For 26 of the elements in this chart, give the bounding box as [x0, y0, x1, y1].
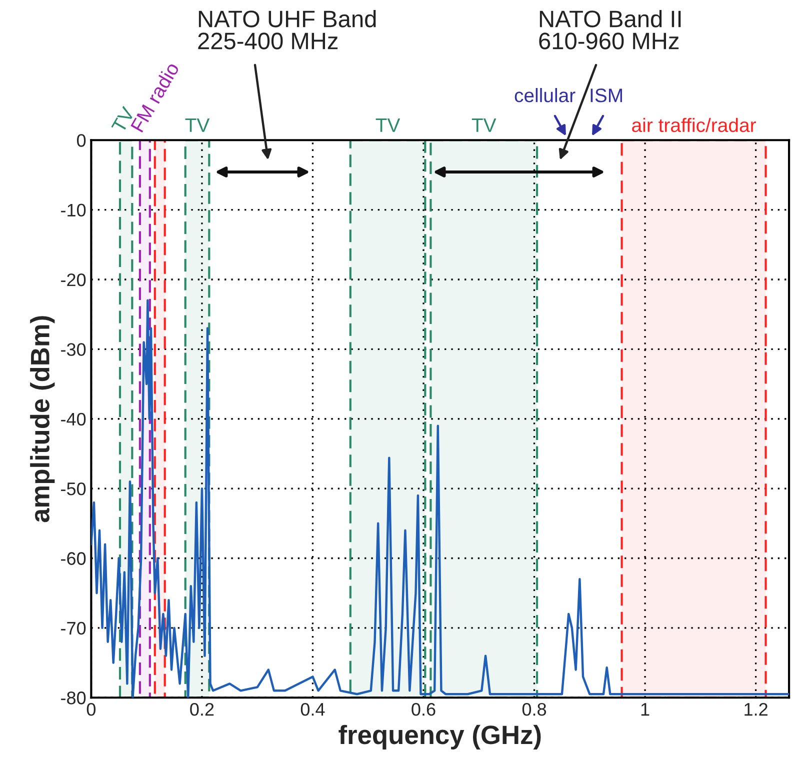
x-tick-label: 1 [641, 703, 650, 716]
y-tick-label: -60 [61, 552, 86, 565]
y-tick-label: 0 [77, 134, 86, 147]
band-label: air traffic/radar [632, 118, 756, 132]
text: NATO Band II 610-960 MHz [539, 10, 681, 50]
y-tick-label: -80 [61, 692, 86, 704]
x-axis-title: frequency (GHz) [338, 724, 541, 750]
band-label: TV [185, 118, 210, 132]
y-tick-label: -10 [61, 204, 86, 217]
y-tick-label: -40 [61, 412, 86, 426]
band-label: TV [472, 118, 496, 132]
band-label: TV [376, 118, 400, 132]
y-axis-title: amplitude (dBm) [30, 316, 55, 522]
x-tick-label: 0.2 [190, 702, 214, 716]
x-tick-label: 0 [86, 702, 96, 716]
y-tick-label: -20 [61, 273, 86, 286]
x-tick-label: 0.6 [412, 702, 436, 716]
text: cellular [514, 88, 576, 102]
x-tick-label: 0.8 [522, 702, 546, 716]
y-tick-label: -50 [61, 482, 86, 496]
x-tick-label: 1.2 [744, 702, 768, 716]
y-tick-label: -30 [61, 343, 86, 356]
text: ISM [590, 88, 622, 102]
x-tick-label: 0.4 [300, 702, 325, 716]
y-tick-label: -70 [61, 622, 86, 635]
text: NATO UHF Band 225-400 MHz [198, 10, 376, 50]
